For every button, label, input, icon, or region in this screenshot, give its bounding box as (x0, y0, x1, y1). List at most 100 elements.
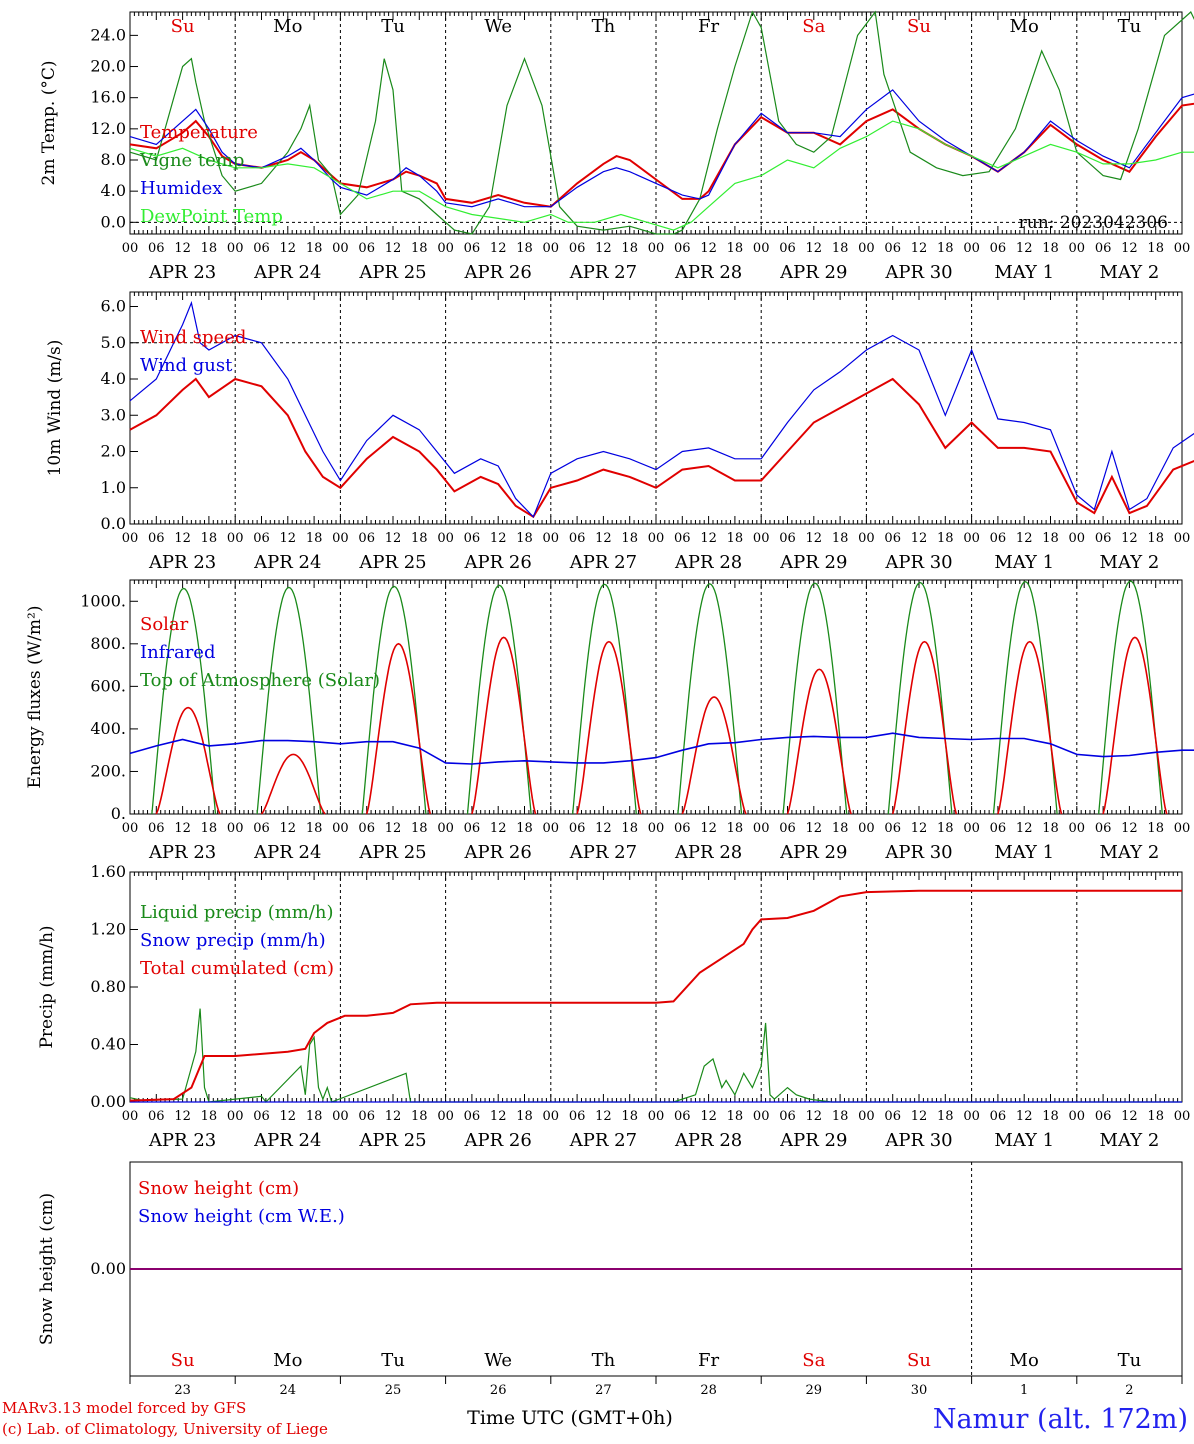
y-tick-label: 0.0 (101, 514, 126, 533)
x-hour-label: 00 (753, 241, 770, 256)
weekday-label: Mo (1010, 1350, 1039, 1371)
x-hour-label: 12 (806, 531, 823, 546)
x-hour-label: 18 (937, 531, 954, 546)
x-date-label: APR 23 (148, 262, 216, 283)
y-tick-label: 16.0 (90, 88, 126, 107)
x-hour-label: 00 (963, 1109, 980, 1124)
x-hour-label: 00 (1069, 531, 1086, 546)
weekday-label: Su (907, 16, 931, 37)
x-hour-label: 12 (385, 821, 402, 836)
x-hour-label: 18 (727, 821, 744, 836)
x-hour-label: 06 (779, 531, 796, 546)
x-hour-label: 06 (884, 241, 901, 256)
x-hour-label: 12 (911, 821, 928, 836)
x-day-number-label: 29 (806, 1383, 823, 1398)
x-hour-label: 12 (911, 241, 928, 256)
x-hour-label: 06 (1095, 531, 1112, 546)
x-day-number-label: 28 (700, 1383, 717, 1398)
x-hour-label: 18 (411, 821, 428, 836)
x-hour-label: 12 (490, 1109, 507, 1124)
y-tick-label: 8.0 (101, 150, 126, 169)
x-hour-label: 06 (779, 241, 796, 256)
x-hour-label: 06 (358, 531, 375, 546)
x-date-label: APR 23 (148, 1130, 216, 1151)
x-hour-label: 00 (648, 1109, 665, 1124)
x-hour-label: 00 (543, 821, 560, 836)
x-date-label: APR 27 (569, 262, 637, 283)
x-date-label: APR 30 (884, 552, 952, 573)
y-tick-label: 1.0 (101, 478, 126, 497)
x-hour-label: 12 (700, 821, 717, 836)
x-hour-label: 12 (1121, 531, 1138, 546)
weekday-label: Tu (381, 16, 405, 37)
y-axis-label: 2m Temp. (°C) (39, 60, 59, 185)
x-date-label: APR 27 (569, 1130, 637, 1151)
x-hour-label: 00 (122, 1109, 139, 1124)
x-hour-label: 06 (358, 241, 375, 256)
y-tick-label: 0.00 (90, 1259, 126, 1278)
x-hour-label: 00 (332, 241, 349, 256)
x-hour-label: 18 (201, 241, 218, 256)
vigne-temp-line (129, 10, 1194, 235)
y-tick-label: 5.0 (101, 333, 126, 352)
y-tick-label: 6.0 (101, 297, 126, 316)
run-label: run: 2023042306 (1019, 213, 1168, 233)
x-hour-label: 18 (516, 1109, 533, 1124)
x-hour-label: 12 (174, 1109, 191, 1124)
x-hour-label: 12 (911, 531, 928, 546)
x-hour-label: 12 (280, 1109, 297, 1124)
x-date-label: MAY 1 (994, 842, 1054, 863)
x-date-label: APR 30 (884, 262, 952, 283)
x-hour-label: 18 (306, 241, 323, 256)
time-axis-label: Time UTC (GMT+0h) (467, 1407, 673, 1429)
weekday-label: Th (592, 1350, 616, 1371)
legend-entry: Vigne temp (139, 150, 244, 171)
x-hour-label: 06 (464, 1109, 481, 1124)
x-hour-label: 06 (569, 531, 586, 546)
x-hour-label: 18 (832, 821, 849, 836)
x-hour-label: 12 (700, 531, 717, 546)
x-hour-label: 06 (779, 1109, 796, 1124)
x-hour-label: 06 (1095, 1109, 1112, 1124)
x-date-label: APR 23 (148, 552, 216, 573)
x-hour-label: 12 (490, 531, 507, 546)
toa-solar-line (677, 583, 743, 815)
y-tick-label: 1.20 (90, 920, 126, 939)
x-hour-label: 00 (543, 241, 560, 256)
panel-1: 0.0 4.0 8.0 12.0 16.0 20.0 24.0 2m Temp. (°C) 00… (39, 10, 1194, 283)
x-date-label: APR 30 (884, 1130, 952, 1151)
x-hour-label: 00 (648, 531, 665, 546)
x-date-label: APR 25 (358, 552, 426, 573)
weekday-label: Mo (273, 1350, 302, 1371)
x-hour-label: 18 (727, 241, 744, 256)
x-hour-label: 06 (569, 1109, 586, 1124)
x-hour-label: 18 (516, 821, 533, 836)
x-hour-label: 00 (543, 1109, 560, 1124)
x-hour-label: 00 (227, 241, 244, 256)
x-hour-label: 18 (1147, 241, 1164, 256)
x-day-number-label: 30 (911, 1383, 928, 1398)
x-hour-label: 18 (832, 1109, 849, 1124)
x-hour-label: 12 (385, 531, 402, 546)
x-hour-label: 12 (806, 821, 823, 836)
total-cumulated-cm-line (129, 889, 1182, 1102)
x-hour-label: 12 (1121, 821, 1138, 836)
x-date-label: APR 25 (358, 842, 426, 863)
y-tick-label: 20.0 (90, 57, 126, 76)
legend-entry: Snow height (cm W.E.) (138, 1206, 345, 1227)
station-label: Namur (alt. 172m) (933, 1404, 1188, 1435)
x-hour-label: 00 (122, 821, 139, 836)
x-date-label: APR 24 (253, 552, 321, 573)
x-day-number-label: 26 (490, 1383, 507, 1398)
solar-line (786, 668, 852, 815)
x-hour-label: 12 (806, 1109, 823, 1124)
x-hour-label: 18 (411, 1109, 428, 1124)
x-hour-label: 12 (1016, 1109, 1033, 1124)
x-hour-label: 18 (516, 241, 533, 256)
legend-entry: Snow height (cm) (138, 1178, 299, 1199)
x-hour-label: 06 (674, 821, 691, 836)
x-hour-label: 00 (1174, 241, 1191, 256)
x-hour-label: 00 (1174, 821, 1191, 836)
y-axis-label: 10m Wind (m/s) (45, 340, 65, 477)
weekday-label: Su (171, 1350, 195, 1371)
